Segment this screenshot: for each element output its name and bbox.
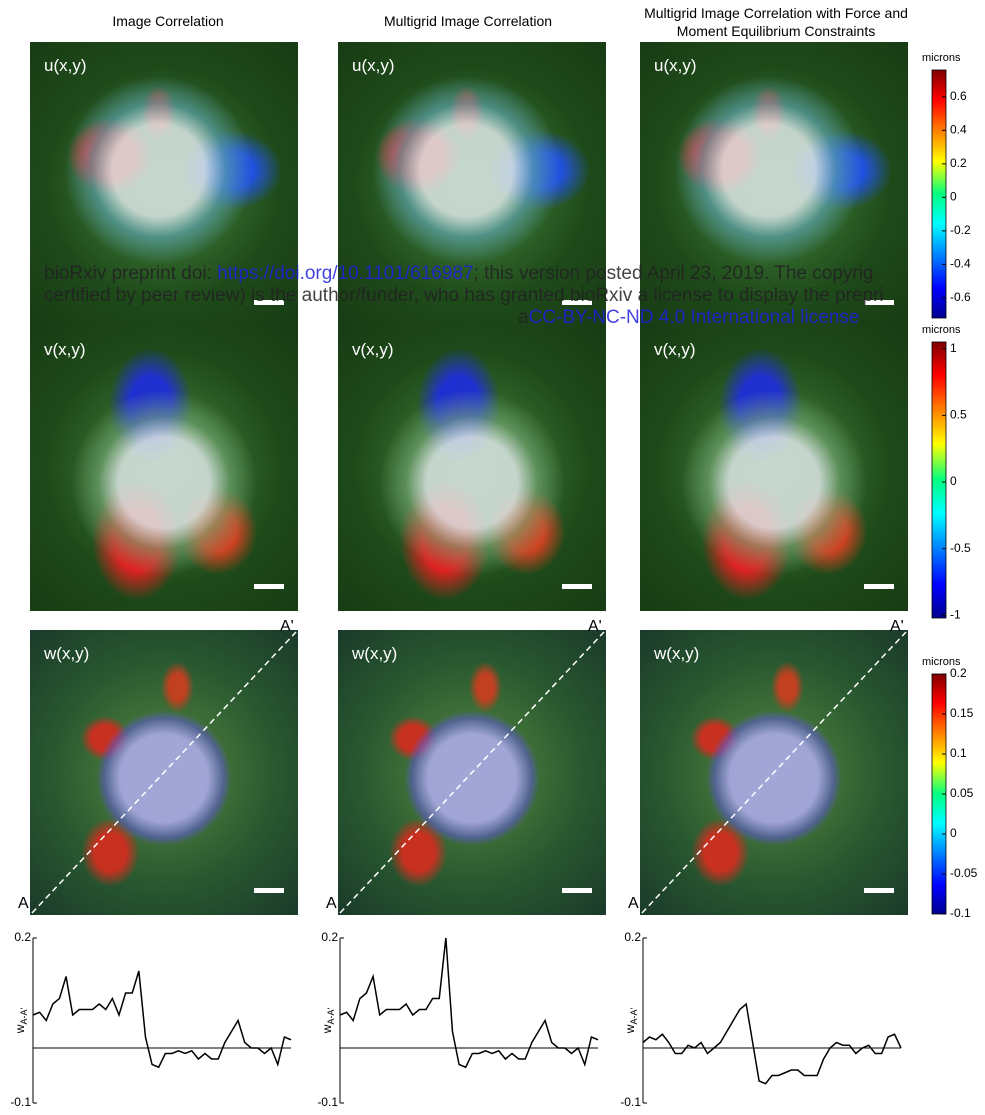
colorbar	[931, 69, 947, 319]
profile-line	[339, 937, 599, 1069]
watermark-text: .	[859, 307, 865, 328]
section-line	[339, 631, 605, 914]
colorbar-tick-label: 1	[950, 341, 957, 355]
panel-label: u(x,y)	[352, 56, 395, 75]
scale-bar	[864, 584, 894, 589]
column-title: Multigrid Image Correlation with Force a…	[644, 5, 908, 39]
panel-label: w(x,y)	[654, 644, 700, 663]
colorbar-tick-label: 0.05	[950, 786, 974, 800]
colorbar-tick-label: -1	[950, 608, 961, 622]
panel-label: v(x,y)	[654, 340, 696, 359]
scale-bar	[562, 300, 592, 305]
y-tick-label: -0.1	[620, 1095, 641, 1109]
colorbar-unit: microns	[922, 52, 961, 64]
panel-label: w(x,y)	[44, 644, 90, 663]
y-axis-label: wA-A'	[623, 1008, 639, 1035]
colorbar-tick-label: 0.15	[950, 706, 974, 720]
panel-label: v(x,y)	[44, 340, 86, 359]
y-axis-label-sub: A-A'	[326, 1008, 336, 1025]
section-line-layer	[641, 631, 907, 914]
colorbar	[931, 341, 947, 619]
colorbar-tick-label: -0.1	[950, 906, 971, 920]
scale-bar	[254, 300, 284, 305]
image-panel: w(x,y)	[338, 630, 606, 915]
profile-line	[32, 970, 292, 1069]
image-panel: v(x,y)	[338, 326, 606, 611]
colorbar-tick-label: -0.2	[950, 223, 971, 237]
panel-label: v(x,y)	[352, 340, 394, 359]
image-panel: w(x,y)	[30, 630, 298, 915]
colorbar-tick-label: -0.4	[950, 257, 971, 271]
image-panel: v(x,y)	[30, 326, 298, 611]
image-panel: u(x,y)	[640, 42, 908, 327]
section-line-layer	[339, 631, 605, 914]
watermark-line2: certified by peer review) is the author/…	[44, 285, 884, 306]
watermark-text: a	[518, 307, 529, 328]
colorbar-tick-label: 0	[950, 190, 957, 204]
colorbar-tick-label: 0.2	[950, 666, 967, 680]
doi-link[interactable]: https://doi.org/10.1101/616987	[217, 263, 474, 284]
colorbar-tick-label: -0.5	[950, 541, 971, 555]
license-link[interactable]: CC-BY-NC-ND 4.0 International license	[528, 307, 860, 328]
colorbar-unit: microns	[922, 324, 961, 336]
image-panel: v(x,y)	[640, 326, 908, 611]
colorbar-unit: microns	[922, 656, 961, 668]
colorbar-tick-label: 0.1	[950, 746, 967, 760]
image-panel: u(x,y)	[338, 42, 606, 327]
colorbar-tick-label: 0.5	[950, 408, 967, 422]
y-tick-label: -0.1	[317, 1095, 338, 1109]
y-axis-label-sub: A-A'	[629, 1008, 639, 1025]
panel-label: w(x,y)	[352, 644, 398, 663]
line-end-label: A'	[280, 618, 294, 635]
line-end-label: A'	[588, 618, 602, 635]
watermark-line1: bioRxiv preprint doi: https://doi.org/10…	[44, 263, 985, 285]
scale-bar	[254, 888, 284, 893]
image-panel: u(x,y)	[30, 42, 298, 327]
colorbar-tick-label: 0	[950, 474, 957, 488]
y-axis-label-main: w	[623, 1024, 637, 1034]
section-line-layer	[31, 631, 297, 914]
watermark-line3: aCC-BY-NC-ND 4.0 International license.	[518, 307, 985, 329]
y-axis-label: wA-A'	[13, 1008, 29, 1035]
column-title: Multigrid Image Correlation	[383, 13, 553, 29]
watermark-text: bioRxiv preprint doi:	[44, 263, 218, 284]
colorbar-tick-label: 0.6	[950, 89, 967, 103]
y-axis-label: wA-A'	[320, 1008, 336, 1035]
colorbar-tick-label: -0.6	[950, 290, 971, 304]
column-title: Image Correlation	[112, 13, 224, 29]
line-end-label: A	[326, 895, 337, 912]
scale-bar	[254, 584, 284, 589]
line-end-label: A	[18, 895, 29, 912]
y-tick-label: -0.1	[10, 1095, 31, 1109]
line-end-label: A'	[890, 618, 904, 635]
colorbar-tick-label: 0.4	[950, 122, 967, 136]
scale-bar	[864, 300, 894, 305]
scale-bar	[562, 888, 592, 893]
y-tick-label: 0.2	[321, 930, 338, 944]
panel-label: u(x,y)	[44, 56, 87, 75]
scale-bar	[864, 888, 894, 893]
y-tick-label: 0.2	[624, 930, 641, 944]
colorbar-tick-label: 0.2	[950, 156, 967, 170]
section-line	[31, 631, 297, 914]
watermark-text: ; this version posted April 23, 2019. Th…	[473, 263, 874, 284]
y-axis-label-sub: A-A'	[19, 1008, 29, 1025]
y-axis-label-main: w	[320, 1024, 334, 1034]
colorbar-tick-label: -0.05	[950, 866, 978, 880]
y-axis-label-main: w	[13, 1024, 27, 1034]
profile-line	[642, 1002, 902, 1085]
section-line	[641, 631, 907, 914]
colorbar-tick-label: 0	[950, 826, 957, 840]
image-panel: w(x,y)	[640, 630, 908, 915]
line-end-label: A	[628, 895, 639, 912]
y-tick-label: 0.2	[14, 930, 31, 944]
panel-label: u(x,y)	[654, 56, 697, 75]
scale-bar	[562, 584, 592, 589]
